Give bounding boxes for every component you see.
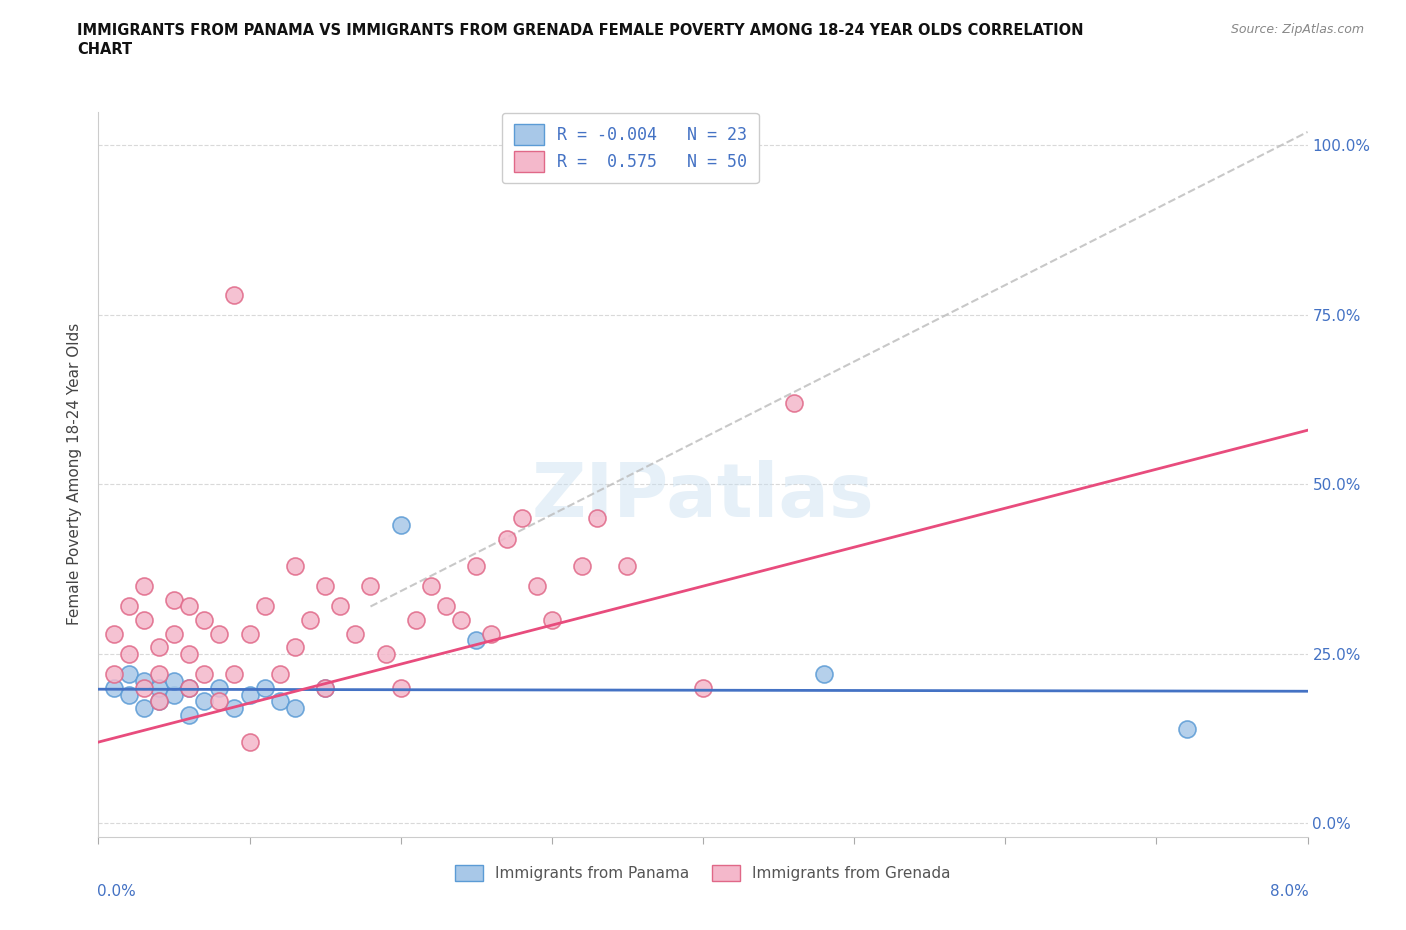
- Point: [118, 667, 141, 682]
- Point: [239, 687, 262, 702]
- Point: [132, 613, 155, 628]
- Point: [132, 681, 155, 696]
- Y-axis label: Female Poverty Among 18-24 Year Olds: Female Poverty Among 18-24 Year Olds: [67, 324, 83, 626]
- Point: [193, 613, 215, 628]
- Point: [179, 708, 201, 723]
- Point: [253, 681, 276, 696]
- Point: [374, 646, 396, 661]
- Point: [450, 613, 472, 628]
- Text: 0.0%: 0.0%: [97, 884, 136, 899]
- Point: [389, 518, 412, 533]
- Point: [465, 633, 488, 648]
- Point: [526, 578, 548, 593]
- Point: [253, 599, 276, 614]
- Point: [344, 626, 367, 641]
- Legend: Immigrants from Panama, Immigrants from Grenada: Immigrants from Panama, Immigrants from …: [450, 859, 956, 887]
- Point: [118, 599, 141, 614]
- Point: [179, 681, 201, 696]
- Point: [239, 735, 262, 750]
- Point: [163, 673, 186, 688]
- Point: [163, 687, 186, 702]
- Point: [193, 694, 215, 709]
- Point: [269, 667, 291, 682]
- Point: [148, 640, 170, 655]
- Point: [586, 511, 609, 525]
- Point: [179, 681, 201, 696]
- Point: [571, 558, 593, 573]
- Point: [314, 578, 336, 593]
- Point: [813, 667, 835, 682]
- Point: [269, 694, 291, 709]
- Point: [389, 681, 412, 696]
- Point: [314, 681, 336, 696]
- Point: [284, 640, 307, 655]
- Point: [179, 599, 201, 614]
- Point: [405, 613, 427, 628]
- Point: [540, 613, 562, 628]
- Point: [132, 673, 155, 688]
- Point: [148, 694, 170, 709]
- Point: [148, 694, 170, 709]
- Point: [163, 626, 186, 641]
- Point: [103, 667, 125, 682]
- Point: [465, 558, 488, 573]
- Point: [163, 592, 186, 607]
- Text: IMMIGRANTS FROM PANAMA VS IMMIGRANTS FROM GRENADA FEMALE POVERTY AMONG 18-24 YEA: IMMIGRANTS FROM PANAMA VS IMMIGRANTS FRO…: [77, 23, 1084, 38]
- Point: [224, 667, 246, 682]
- Point: [103, 681, 125, 696]
- Point: [510, 511, 533, 525]
- Text: CHART: CHART: [77, 42, 132, 57]
- Point: [132, 578, 155, 593]
- Point: [329, 599, 352, 614]
- Point: [179, 646, 201, 661]
- Point: [193, 667, 215, 682]
- Point: [208, 694, 231, 709]
- Point: [434, 599, 457, 614]
- Point: [314, 681, 336, 696]
- Point: [495, 531, 517, 546]
- Point: [284, 558, 307, 573]
- Point: [148, 681, 170, 696]
- Point: [692, 681, 714, 696]
- Text: 8.0%: 8.0%: [1270, 884, 1309, 899]
- Point: [208, 626, 231, 641]
- Point: [103, 626, 125, 641]
- Point: [132, 700, 155, 715]
- Point: [1175, 721, 1198, 736]
- Point: [360, 578, 382, 593]
- Point: [118, 646, 141, 661]
- Point: [616, 558, 638, 573]
- Point: [420, 578, 443, 593]
- Point: [224, 287, 246, 302]
- Point: [299, 613, 322, 628]
- Point: [208, 681, 231, 696]
- Point: [239, 626, 262, 641]
- Point: [224, 700, 246, 715]
- Text: ZIPatlas: ZIPatlas: [531, 459, 875, 533]
- Point: [284, 700, 307, 715]
- Point: [783, 395, 806, 410]
- Point: [118, 687, 141, 702]
- Text: Source: ZipAtlas.com: Source: ZipAtlas.com: [1230, 23, 1364, 36]
- Point: [481, 626, 503, 641]
- Point: [148, 667, 170, 682]
